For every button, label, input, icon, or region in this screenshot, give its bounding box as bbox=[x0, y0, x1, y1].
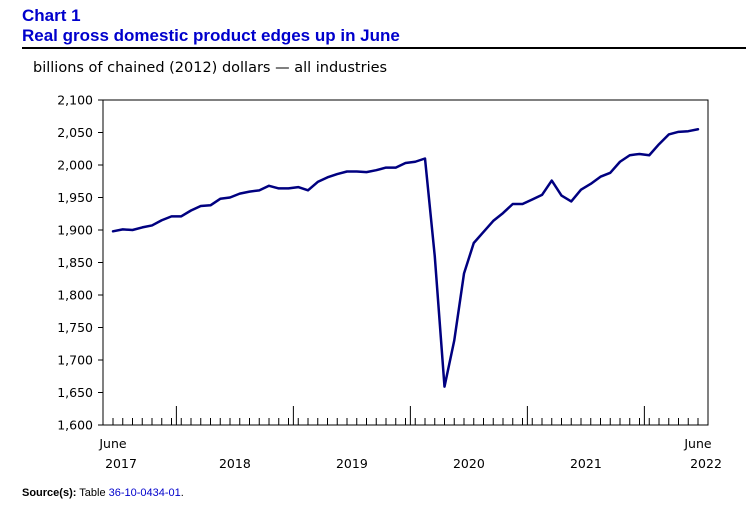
y-tick-label: 2,000 bbox=[57, 158, 93, 173]
series-line-real-gdp bbox=[111, 128, 700, 388]
x-month-label: June bbox=[683, 436, 712, 451]
y-tick-label: 1,950 bbox=[57, 190, 93, 205]
y-tick-label: 1,800 bbox=[57, 288, 93, 303]
plot-frame bbox=[102, 99, 709, 426]
y-tick-label: 1,750 bbox=[57, 320, 93, 335]
x-year-label: 2018 bbox=[219, 456, 251, 471]
x-year-label: 2019 bbox=[336, 456, 368, 471]
y-tick-label: 1,850 bbox=[57, 255, 93, 270]
series-layer bbox=[111, 128, 700, 388]
title-divider bbox=[22, 47, 746, 49]
chart-heading: Chart 1 Real gross domestic product edge… bbox=[22, 6, 400, 46]
source-label: Source(s): bbox=[22, 487, 77, 499]
source-note: Source(s): Table 36-10-0434-01. bbox=[22, 487, 184, 499]
y-tick-label: 1,650 bbox=[57, 385, 93, 400]
x-year-label: 2022 bbox=[690, 456, 722, 471]
y-tick-label: 1,900 bbox=[57, 223, 93, 238]
x-month-label: June bbox=[98, 436, 127, 451]
y-tick-label: 1,600 bbox=[57, 418, 93, 433]
y-tick-label: 1,700 bbox=[57, 353, 93, 368]
source-table-link[interactable]: 36-10-0434-01 bbox=[108, 487, 181, 499]
chart-number: Chart 1 bbox=[22, 6, 81, 25]
chart-title: Real gross domestic product edges up in … bbox=[22, 26, 400, 45]
y-axis: 1,600 1,650 1,700 1,750 1,800 1,850 1,900 1,950… bbox=[57, 93, 103, 433]
source-suffix: . bbox=[180, 487, 184, 499]
x-year-label: 2020 bbox=[453, 456, 485, 471]
source-prefix: Table bbox=[79, 487, 106, 499]
x-year-label: 2017 bbox=[105, 456, 137, 471]
y-tick-label: 2,050 bbox=[57, 125, 93, 140]
x-year-label: 2021 bbox=[570, 456, 602, 471]
y-axis-unit-label: billions of chained (2012) dollars — all… bbox=[33, 60, 388, 76]
x-axis: June 2017 2018 2019 2020 2021 June 2022 bbox=[98, 406, 722, 471]
y-tick-label: 2,100 bbox=[57, 93, 93, 108]
